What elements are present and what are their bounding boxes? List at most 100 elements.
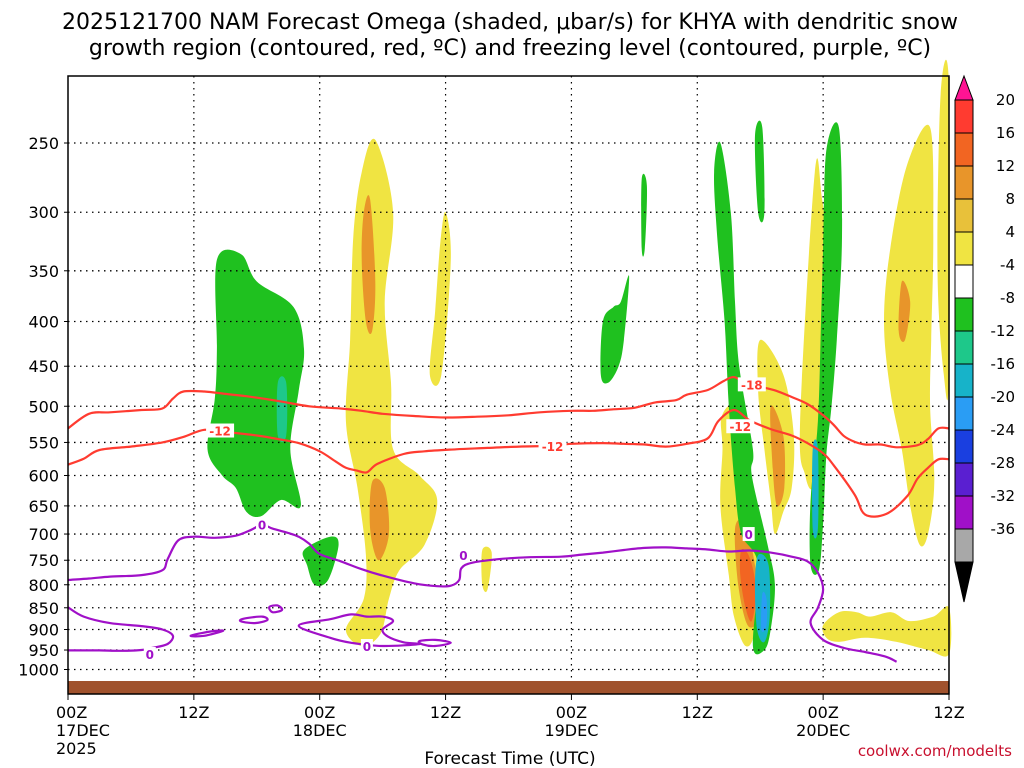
colorbar-label-0: 20 — [996, 91, 1015, 109]
contour-label-8: 0 — [363, 640, 371, 654]
colorbar-label-12: -32 — [991, 487, 1016, 505]
purple-contour-3 — [417, 638, 452, 648]
x-tick-label-60: 12Z — [682, 703, 713, 722]
colorbar-block-1 — [954, 132, 974, 167]
colorbar-bottom-arrow — [954, 561, 974, 603]
omega-region-yellow-h — [937, 59, 950, 401]
omega-region-cyan-b — [812, 439, 819, 539]
colorbar-label-8: -16 — [991, 355, 1016, 373]
x-year-label-0: 2025 — [56, 739, 97, 758]
y-tick-label-900: 900 — [28, 620, 59, 639]
omega-region-green-b — [302, 536, 339, 587]
x-date-label-48: 19DEC — [544, 721, 598, 740]
colorbar-label-3: 8 — [1005, 190, 1015, 208]
contour-label-bg-6 — [742, 527, 755, 542]
omega-region-teal-a — [276, 376, 288, 443]
y-tick-label-1000: 1000 — [18, 661, 59, 680]
colorbar-label-10: -24 — [991, 421, 1016, 439]
x-date-label-0: 17DEC — [56, 721, 110, 740]
purple-contour-5 — [268, 604, 284, 614]
colorbar-block-2 — [954, 165, 974, 200]
omega-region-green-a — [207, 249, 305, 518]
omega-region-green-f — [754, 120, 765, 223]
x-tick-label-84: 12Z — [933, 703, 964, 722]
purple-contour-2 — [297, 613, 422, 648]
y-tick-label-600: 600 — [28, 466, 59, 485]
colorbar-label-7: -12 — [991, 322, 1016, 340]
colorbar-label-2: 12 — [996, 157, 1015, 175]
x-date-label-24: 18DEC — [293, 721, 347, 740]
y-tick-label-500: 500 — [28, 397, 59, 416]
y-tick-label-300: 300 — [28, 203, 59, 222]
contour-labels: -18 -12 -12 -12 0 0 0 0 0 — [143, 377, 766, 662]
y-axis: 250 300 350 400 450 500 550 600 650 700 750 800 850 9… — [18, 134, 68, 680]
omega-shading — [207, 59, 952, 657]
contour-label-6: 0 — [744, 528, 752, 542]
omega-region-green-e — [713, 141, 775, 655]
gridlines — [68, 76, 949, 694]
colorbar-block-11 — [954, 462, 974, 497]
x-tick-label-12: 12Z — [178, 703, 209, 722]
contour-label-bg-5 — [457, 548, 470, 563]
colorbar-block-9 — [954, 396, 974, 431]
contour-label-4: 0 — [258, 519, 266, 533]
contour-label-3: -12 — [542, 440, 564, 454]
contour-label-bg-2 — [726, 419, 755, 434]
omega-region-red-a — [739, 549, 757, 622]
contour-label-bg-8 — [360, 639, 373, 654]
y-tick-label-400: 400 — [28, 313, 59, 332]
colorbar-block-13 — [954, 528, 974, 563]
colorbar-label-5: -4 — [1000, 256, 1015, 274]
y-tick-label-800: 800 — [28, 576, 59, 595]
contour-label-bg-7 — [143, 646, 156, 661]
credit-link[interactable]: coolwx.com/modelts — [858, 742, 1012, 760]
x-tick-label-36: 12Z — [430, 703, 461, 722]
chart-title-line-2: growth region (contoured, red, ºC) and f… — [89, 36, 931, 61]
contour-label-7: 0 — [146, 648, 154, 662]
colorbar-block-6 — [954, 297, 974, 332]
omega-region-green-c — [600, 275, 630, 384]
chart-title-line-1: 2025121700 NAM Forecast Omega (shaded, μ… — [62, 10, 958, 35]
omega-region-blue-a — [761, 591, 768, 632]
y-tick-label-950: 950 — [28, 641, 59, 660]
freezing-level-contours — [67, 523, 898, 663]
plot-frame — [67, 75, 950, 695]
contour-label-5: 0 — [459, 549, 467, 563]
colorbar-label-9: -20 — [991, 388, 1016, 406]
omega-region-yellow-g — [884, 124, 935, 547]
colorbar-block-4 — [954, 231, 974, 266]
red-contour-m18-0 — [67, 375, 950, 449]
colorbar-block-5 — [954, 264, 974, 299]
purple-contour-1 — [67, 606, 175, 652]
omega-region-orange-b — [369, 478, 390, 561]
colorbar-block-8 — [954, 363, 974, 398]
colorbar-label-13: -36 — [991, 520, 1016, 538]
y-tick-label-350: 350 — [28, 262, 59, 281]
terrain-strip — [68, 681, 949, 694]
y-tick-label-250: 250 — [28, 134, 59, 153]
colorbar-label-6: -8 — [1000, 289, 1015, 307]
y-tick-label-850: 850 — [28, 599, 59, 618]
x-date-label-72: 20DEC — [796, 721, 850, 740]
colorbar-block-0 — [954, 99, 974, 134]
contour-label-bg-4 — [256, 517, 269, 532]
contour-label-bg-1 — [206, 423, 235, 438]
colorbar: 20 16 12 8 4 -4 -8 -12 -16 -20 -24 -28 -32 -36 — [954, 74, 1016, 603]
contour-label-bg-0 — [737, 377, 766, 392]
contour-label-bg-3 — [538, 438, 567, 453]
plot-area: -18 -12 -12 -12 0 0 0 0 0 — [67, 59, 952, 695]
y-tick-label-450: 450 — [28, 357, 59, 376]
purple-contour-4 — [238, 615, 269, 625]
colorbar-label-1: 16 — [996, 124, 1015, 142]
colorbar-block-3 — [954, 198, 974, 233]
colorbar-block-10 — [954, 429, 974, 464]
y-tick-label-750: 750 — [28, 551, 59, 570]
purple-contour-6 — [189, 629, 225, 638]
purple-contour-0 — [67, 523, 898, 663]
omega-region-orange-e — [898, 280, 911, 342]
y-tick-label-700: 700 — [28, 525, 59, 544]
x-tick-label-72: 00Z — [807, 703, 838, 722]
omega-region-orange-a — [361, 195, 376, 335]
